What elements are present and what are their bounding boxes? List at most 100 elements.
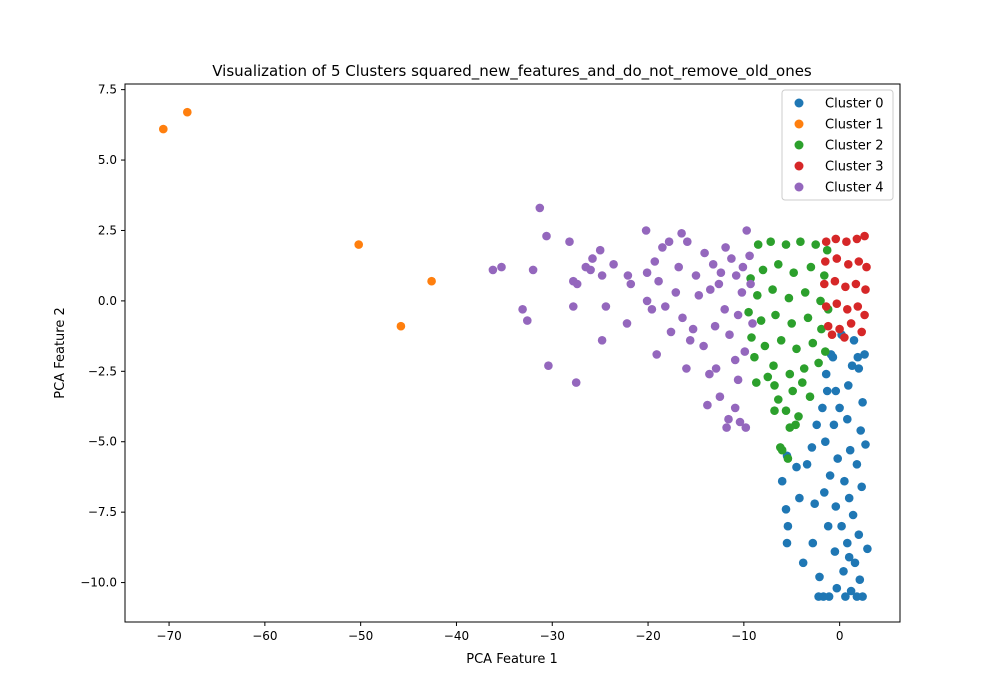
cluster-3-point [860,231,869,241]
cluster-4-point [706,285,715,294]
cluster-2-point [803,313,813,323]
cluster-4-point [597,271,607,280]
cluster-2-point [768,285,777,294]
cluster-0-point [777,476,787,486]
cluster-2-point [816,296,825,306]
cluster-0-point [808,538,818,548]
cluster-3-point [861,285,870,294]
legend-label-cluster-2: Cluster 2 [825,139,884,154]
cluster-4-point [731,271,741,280]
cluster-4-point [685,336,695,345]
x-tick-label: −50 [348,629,373,643]
cluster-0-point [828,352,838,362]
cluster-0-point [854,530,864,539]
cluster-2-point [766,237,775,246]
cluster-3-point [860,310,869,320]
cluster-3-point [854,257,864,266]
cluster-4-point [725,330,734,340]
y-tick-label: −2.5 [88,364,117,378]
cluster-4-point [710,321,720,331]
cluster-0-point [798,558,808,568]
cluster-0-point [844,552,854,562]
cluster-3-point [842,237,851,246]
cluster-0-point [858,592,867,601]
cluster-4-point [542,231,551,241]
cluster-2-point [776,336,786,345]
cluster-0-point [863,544,872,554]
cluster-3-point [832,254,842,263]
cluster-4-point [488,265,498,275]
cluster-0-point [821,369,831,379]
cluster-0-point [844,381,853,390]
cluster-4-point [720,305,729,314]
cluster-0-point [854,364,864,373]
cluster-3-point [827,330,837,340]
cluster-4-point [571,378,581,387]
cluster-0-point [844,493,854,503]
cluster-3-point [835,324,844,334]
cluster-4-point [677,229,686,238]
cluster-4-point [518,305,527,314]
cluster-2-point [774,260,783,269]
y-tick-label: −10.0 [80,576,117,590]
cluster-0-point [841,592,850,601]
cluster-2-point [798,378,807,387]
legend-marker-cluster-3 [794,161,804,171]
cluster-4-point [708,260,718,269]
plot-frame [124,83,901,623]
cluster-2-point [814,358,823,368]
cluster-2-point [806,262,816,272]
cluster-4-point [735,417,745,427]
x-tick-label: −30 [540,629,565,643]
legend-box [781,89,894,201]
cluster-3-point [852,234,862,244]
cluster-3-point [821,257,830,266]
cluster-0-point [807,443,817,452]
cluster-0-point [810,499,819,509]
cluster-0-point [848,510,858,520]
cluster-0-point [850,558,860,568]
cluster-0-point [835,403,844,413]
cluster-0-point [840,476,849,486]
cluster-0-point [782,538,792,548]
y-axis-label: PCA Feature 2 [53,307,68,398]
cluster-0-point [860,350,869,359]
cluster-4-point [626,279,636,289]
cluster-3-point [821,237,831,246]
cluster-4-point [666,327,676,337]
legend-marker-cluster-4 [794,182,804,192]
x-axis: −70 −60 −50 −40 −30 −20 −10 0 [156,622,843,643]
cluster-4-point [642,296,652,306]
cluster-2-point [789,268,798,278]
cluster-2-point [821,347,830,356]
cluster-4-point [647,305,657,314]
cluster-3-point [832,299,842,309]
cluster-2-point [753,240,763,249]
cluster-4-point [664,237,674,246]
cluster-0-point [781,505,791,514]
cluster-1-point [396,321,406,331]
cluster-2-point [805,392,815,402]
cluster-2-point [763,372,773,382]
cluster-2-point [771,310,780,320]
cluster-0-point [802,460,812,469]
cluster-4-point [721,243,730,252]
cluster-2-point [788,386,797,396]
cluster-1-point [354,240,364,249]
cluster-2-point [769,361,778,371]
cluster-2-point [800,288,810,297]
cluster-3-point [853,302,863,311]
cluster-0-point [861,440,870,449]
cluster-1-point [427,276,436,286]
cluster-0-point [812,420,821,430]
cluster-4-point [700,248,709,258]
cluster-4-point [544,361,553,371]
cluster-4-point [741,423,751,432]
legend-marker-cluster-2 [794,140,804,150]
y-tick-label: 2.5 [98,223,117,237]
cluster-4-point [641,226,651,235]
cluster-2-point [792,344,801,354]
x-tick-label: −60 [252,629,277,643]
cluster-4-point [569,302,578,311]
cluster-2-point [820,271,829,280]
